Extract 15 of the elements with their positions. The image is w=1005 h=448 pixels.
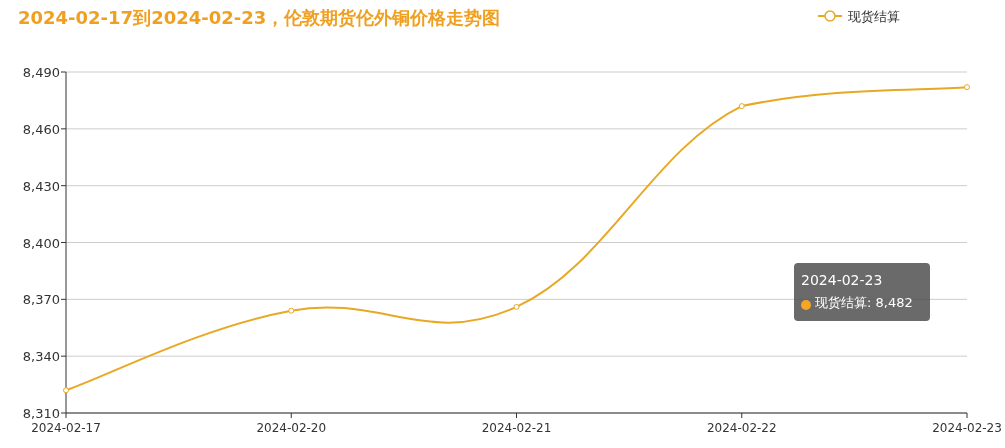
chart-title: 2024-02-17到2024-02-23，伦敦期货伦外铜价格走势图 xyxy=(18,7,501,28)
x-tick-label: 2024-02-23 xyxy=(932,421,1002,435)
y-tick-label: 8,490 xyxy=(22,65,60,80)
x-tick-label: 2024-02-20 xyxy=(256,421,327,435)
annotation: 2024-02-23 现货结算: 8,482 xyxy=(801,272,913,310)
y-tick-label: 8,370 xyxy=(22,292,60,308)
legend-label: 现货结算 xyxy=(848,9,900,24)
y-tick-label: 8,430 xyxy=(22,178,60,194)
x-tick-label: 2024-02-21 xyxy=(481,421,552,435)
y-tick-label: 8,400 xyxy=(22,235,60,251)
y-tick-label: 8,310 xyxy=(22,406,60,421)
y-tick-label: 8,340 xyxy=(22,349,60,365)
x-tick-label: 2024-02-22 xyxy=(706,421,777,435)
x-tick-label: 2024-02-17 xyxy=(31,421,101,435)
y-tick-label: 8,460 xyxy=(22,121,60,137)
